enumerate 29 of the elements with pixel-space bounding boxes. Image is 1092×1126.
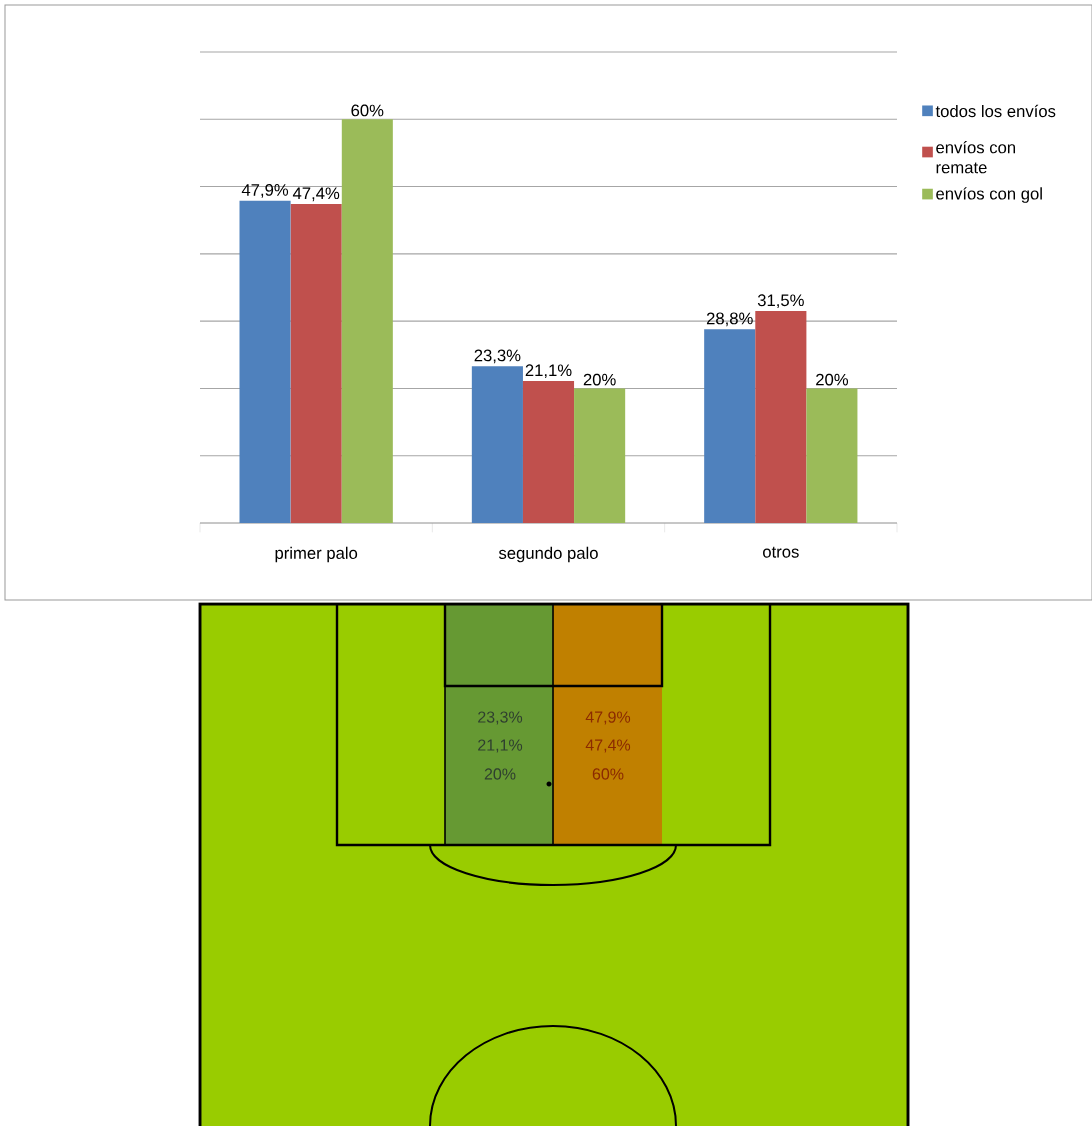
data-label: 20% [583, 373, 616, 386]
data-label: 31,5% [757, 294, 804, 309]
data-label: 20% [816, 373, 849, 386]
bar [522, 381, 575, 523]
x-tick-label: primer palo [275, 546, 358, 563]
bar [290, 204, 342, 523]
text: 20% [484, 768, 516, 780]
text: 21,1% [478, 739, 523, 753]
x-tick-label: otros [763, 546, 799, 558]
bar [239, 200, 291, 523]
data-label: 47,9% [241, 184, 289, 198]
data-label: 28,8% [706, 312, 753, 327]
bar [574, 388, 626, 523]
text: 23,3% [478, 711, 523, 725]
legend-label: todos los envíos [935, 104, 1056, 118]
text: 47,4% [585, 739, 631, 753]
bar [341, 119, 393, 523]
data-label: 47,4% [292, 187, 340, 202]
bar [806, 388, 858, 523]
bar [471, 366, 523, 523]
x-tick-label: segundo palo [498, 546, 598, 563]
bar [704, 329, 756, 523]
text: 60% [592, 768, 624, 780]
bar [755, 311, 807, 523]
data-label: 21,1% [525, 364, 572, 379]
data-label: 23,3% [474, 349, 521, 364]
legend-label: envíos con gol [936, 187, 1042, 203]
text: 47,9% [585, 711, 631, 725]
data-label: 60% [351, 104, 384, 117]
